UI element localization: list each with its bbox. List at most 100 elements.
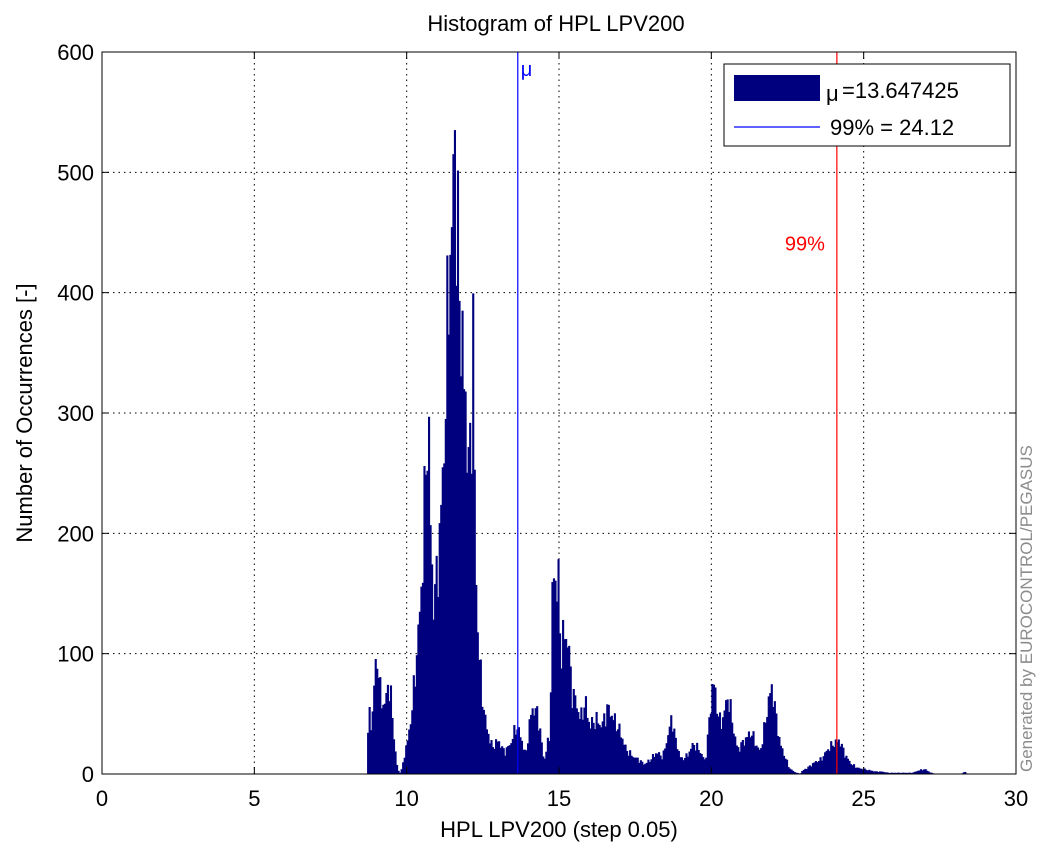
- histogram-bar: [610, 715, 613, 774]
- histogram-bar: [452, 154, 455, 775]
- histogram-bar: [888, 772, 891, 774]
- histogram-bar: [891, 772, 894, 774]
- histogram-bar: [543, 758, 546, 774]
- histogram-bar: [498, 741, 501, 774]
- histogram-bar: [624, 744, 627, 774]
- x-tick-label: 20: [699, 786, 723, 811]
- histogram-bar: [859, 768, 862, 774]
- histogram-bar: [894, 772, 897, 774]
- y-tick-label: 300: [57, 401, 94, 426]
- histogram-bar: [552, 578, 556, 774]
- histogram-bar: [507, 745, 510, 774]
- histogram-bar: [555, 601, 559, 774]
- histogram-bar: [865, 769, 868, 774]
- histogram-bar: [531, 708, 534, 774]
- histogram-bar: [619, 737, 623, 774]
- histogram-bar: [849, 764, 853, 774]
- histogram-bar: [738, 751, 741, 774]
- histogram-bar: [804, 768, 807, 774]
- histogram-bar: [421, 582, 425, 774]
- histogram-bar: [459, 376, 463, 774]
- histogram-bar: [434, 584, 437, 774]
- legend: μ =13.647425 99% = 24.12: [723, 63, 1011, 147]
- histogram-bar: [470, 473, 473, 774]
- histogram-bar: [723, 710, 726, 774]
- histogram-bar: [491, 747, 495, 774]
- histogram-bar: [575, 708, 578, 774]
- histogram-bar: [680, 757, 683, 774]
- histogram-bar: [461, 310, 464, 774]
- x-tick-label: 5: [248, 786, 260, 811]
- histogram-bar: [587, 721, 591, 774]
- histogram-bar: [400, 769, 403, 774]
- histogram-bar: [551, 582, 554, 774]
- histogram-bar: [903, 772, 906, 774]
- histogram-bar: [629, 750, 632, 774]
- histogram-bar: [368, 706, 371, 774]
- histogram-bar: [525, 750, 528, 774]
- histogram-bar: [505, 747, 508, 774]
- histogram-bar: [417, 624, 420, 774]
- p99-line-label: 99%: [785, 234, 825, 256]
- histogram-bar: [869, 770, 872, 774]
- histogram-bar: [857, 767, 860, 774]
- histogram-bar: [479, 659, 482, 774]
- histogram-bar: [441, 467, 444, 774]
- histogram-bar: [810, 766, 813, 774]
- histogram-bar: [918, 770, 921, 774]
- histogram-bar: [889, 772, 892, 774]
- histogram-bar: [626, 750, 629, 774]
- histogram-bar: [527, 743, 530, 774]
- histogram-bar: [429, 525, 432, 774]
- histogram-bar: [475, 584, 478, 774]
- histogram-bar: [833, 747, 836, 774]
- histogram-bar: [822, 756, 825, 774]
- histogram-bar: [597, 723, 600, 774]
- histogram-bar: [606, 704, 609, 774]
- histogram-bar: [872, 771, 875, 774]
- histogram-bar: [878, 771, 882, 774]
- histogram-bar: [659, 755, 662, 774]
- histogram-bar: [728, 712, 731, 774]
- histogram-bar: [656, 753, 659, 774]
- histogram-bar: [725, 700, 728, 774]
- histogram-bar: [817, 761, 821, 774]
- histogram-bar: [583, 707, 586, 774]
- histogram-bar: [392, 739, 396, 774]
- histogram-bar: [590, 717, 594, 774]
- x-tick-label: 15: [547, 786, 571, 811]
- histogram-bar: [913, 771, 917, 774]
- histogram-bar: [613, 713, 616, 774]
- histogram-bar: [548, 741, 551, 774]
- histogram-bar: [814, 761, 818, 774]
- histogram-bar: [709, 713, 712, 774]
- histogram-bar: [731, 722, 734, 774]
- histogram-bar: [766, 716, 769, 774]
- histogram-bar: [673, 728, 676, 774]
- histogram-bar: [962, 772, 965, 774]
- histogram-bar: [711, 683, 714, 774]
- histogram-bar: [511, 738, 514, 774]
- y-tick-label: 100: [57, 642, 94, 667]
- histogram-bar: [837, 739, 840, 774]
- histogram-bar: [420, 586, 423, 774]
- histogram-bar: [679, 757, 682, 774]
- histogram-bar: [830, 741, 833, 774]
- histogram-bar: [843, 757, 846, 774]
- histogram-bar: [638, 762, 641, 774]
- legend-mean-symbol: μ: [826, 81, 839, 106]
- histogram-bar: [732, 733, 735, 774]
- histogram-bar: [377, 677, 380, 774]
- histogram-bar: [633, 757, 636, 774]
- histogram-bar: [443, 463, 446, 774]
- histogram-bar: [930, 772, 933, 774]
- histogram-bar: [455, 285, 458, 774]
- histogram-bar: [842, 747, 845, 774]
- legend-p99-text: 99% = 24.12: [830, 115, 954, 140]
- histogram-bar: [437, 597, 440, 774]
- histogram-bar: [537, 730, 540, 774]
- histogram-bar: [635, 757, 638, 774]
- histogram-bar: [923, 769, 926, 774]
- histogram-bar: [772, 706, 775, 774]
